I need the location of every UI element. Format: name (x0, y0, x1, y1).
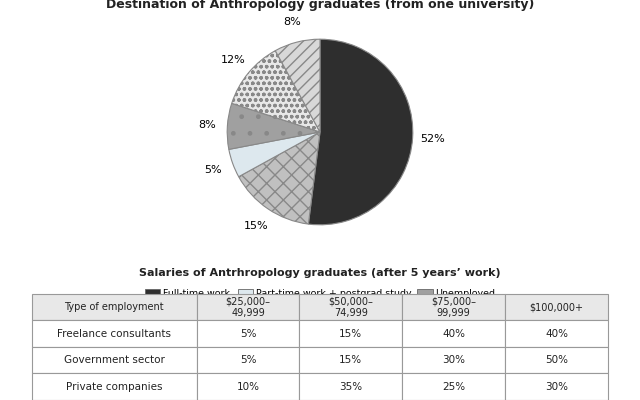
Wedge shape (229, 132, 320, 177)
Text: 52%: 52% (420, 134, 445, 144)
Legend: Full-time work, Part-time work, Part-time work + postgrad study, Full-time postg: Full-time work, Part-time work, Part-tim… (145, 289, 495, 313)
Wedge shape (232, 51, 320, 132)
Text: 12%: 12% (220, 55, 245, 65)
Wedge shape (308, 39, 413, 225)
Title: Destination of Anthropology graduates (from one university): Destination of Anthropology graduates (f… (106, 0, 534, 11)
Text: 5%: 5% (205, 165, 222, 175)
Text: 8%: 8% (283, 17, 301, 27)
Text: 15%: 15% (244, 221, 269, 231)
Text: 8%: 8% (198, 120, 216, 130)
Text: Salaries of Antrhropology graduates (after 5 years’ work): Salaries of Antrhropology graduates (aft… (139, 268, 501, 278)
Wedge shape (239, 132, 320, 224)
Wedge shape (227, 103, 320, 149)
Wedge shape (275, 39, 320, 132)
